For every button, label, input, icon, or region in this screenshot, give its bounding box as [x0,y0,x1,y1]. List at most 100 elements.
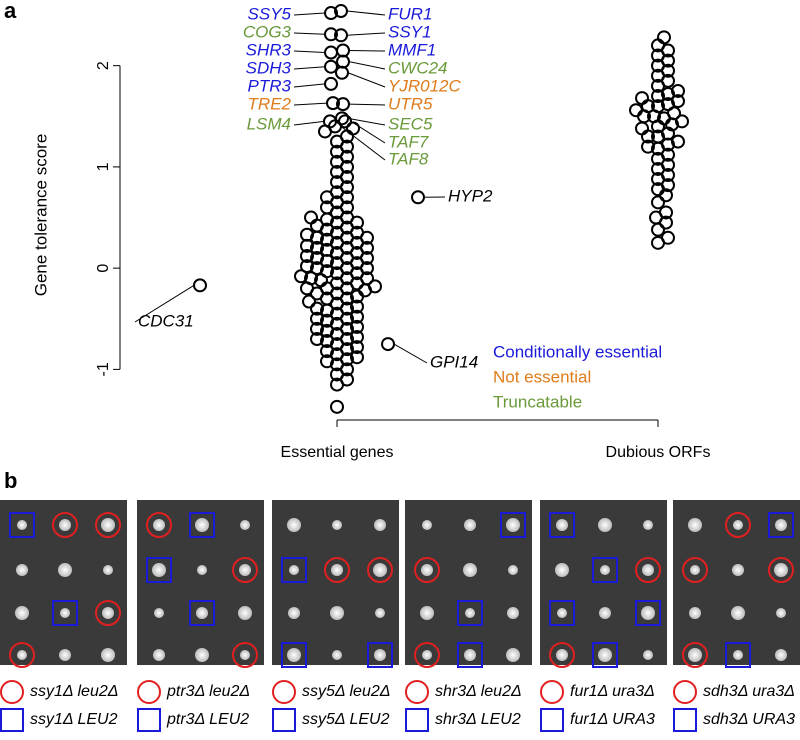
data-point [658,31,670,43]
plate-label: fur1Δ ura3Δ [570,683,655,700]
colony [506,518,520,532]
colony [507,607,519,619]
colony [598,648,612,662]
colony [422,520,432,530]
data-point [412,191,424,203]
colony [556,649,568,661]
colony [465,608,475,618]
data-point [331,401,343,413]
colony [375,608,385,618]
colony [642,564,654,576]
leader-line [294,103,327,105]
plate-label: shr3Δ leu2Δ [435,683,522,700]
gene-label: HYP2 [448,186,493,205]
y-tick-label: 2 [95,61,112,70]
colony [152,563,166,577]
data-point [382,338,394,350]
colony [641,606,655,620]
y-axis-title: Gene tolerance score [31,134,50,297]
gene-label: LSM4 [247,114,291,133]
legend-circle [1,681,23,703]
colony [557,608,567,618]
gene-label: COG3 [243,22,292,41]
colony [421,564,433,576]
plate-label: sdh3Δ ura3Δ [703,683,795,700]
panel-label: b [4,468,17,493]
plate-label: shr3Δ LEU2 [435,711,521,728]
gene-label: SSY5 [248,4,292,23]
legend-circle [273,681,295,703]
plate-label: ssy1Δ leu2Δ [30,683,118,700]
leader-line [348,73,385,87]
colony [59,649,71,661]
legend-entry: Not essential [493,367,591,386]
colony [240,650,250,660]
colony [16,564,28,576]
colony [153,649,165,661]
gene-label: TAF8 [388,149,429,168]
leader-line [347,33,385,35]
legend-square [406,709,428,731]
leader-line [349,104,385,105]
colony [464,649,476,661]
legend-entry: Truncatable [493,392,582,411]
data-point [636,122,648,134]
colony [195,518,209,532]
colony [688,518,702,532]
colony [332,650,342,660]
colony [598,518,612,532]
colony [689,607,701,619]
colony [775,649,787,661]
colony [643,650,653,660]
gene-label: MMF1 [388,40,436,59]
colony [153,519,165,531]
colony [733,520,743,530]
colony [238,606,252,620]
y-tick-label: -1 [95,362,112,376]
plate-label: ptr3Δ LEU2 [166,711,249,728]
colony [464,519,476,531]
gene-label: SHR3 [246,40,292,59]
x-tick-label: Essential genes [281,444,394,461]
colony [101,518,115,532]
gene-label: SEC5 [388,114,433,133]
gene-label: SSY1 [388,22,431,41]
colony [196,607,208,619]
colony [154,608,164,618]
colony [289,565,299,575]
data-point [325,47,337,59]
data-point [652,224,664,236]
colony [774,563,788,577]
colony [374,649,386,661]
colony [733,650,743,660]
colony [374,519,386,531]
colony [331,564,343,576]
colony [287,648,301,662]
data-point [336,67,348,79]
colony [287,518,301,532]
gene-label: FUR1 [388,4,432,23]
plate-label: ssy5Δ LEU2 [302,711,390,728]
leader-line [294,13,325,15]
leader-line [294,84,325,87]
colony [15,606,29,620]
plate-label: fur1Δ URA3 [570,711,655,728]
colony [288,607,300,619]
legend-square [674,709,696,731]
colony [555,563,569,577]
colony [102,607,114,619]
leader-line [294,51,325,53]
y-tick-label: 1 [95,162,112,171]
legend-square [273,709,295,731]
y-tick-label: 0 [95,264,112,273]
colony [17,650,27,660]
colony [600,565,610,575]
gene-label: TRE2 [248,94,292,113]
colony [330,606,344,620]
gene-label: PTR3 [248,76,292,95]
gene-label: CDC31 [138,311,194,330]
colony [60,608,70,618]
leader-line [294,67,325,69]
colony [775,519,787,531]
